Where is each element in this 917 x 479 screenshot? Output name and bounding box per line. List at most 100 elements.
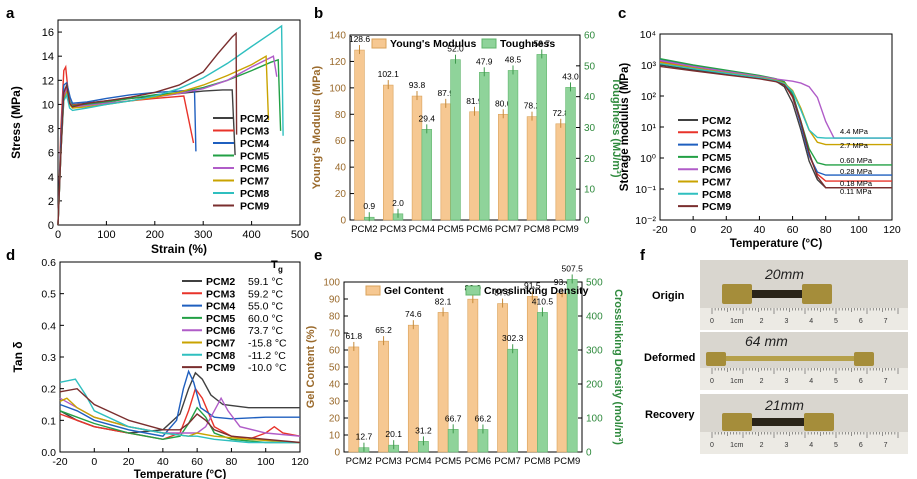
data-label: 93.8 bbox=[409, 80, 426, 90]
panel-label-e: e bbox=[314, 247, 322, 264]
value-annotation: 2.7 MPa bbox=[840, 141, 869, 150]
ruler-number: 0 bbox=[710, 318, 714, 325]
y-tick-label-left: 140 bbox=[329, 31, 346, 42]
bar-toughness bbox=[536, 54, 547, 221]
legend-swatch bbox=[465, 285, 481, 296]
legend-label: PCM9 bbox=[702, 201, 731, 213]
ruler-number: 5 bbox=[834, 378, 838, 385]
x-tick-label: PCM7 bbox=[494, 456, 520, 467]
data-label: 82.1 bbox=[435, 296, 452, 306]
ruler-number: 7 bbox=[884, 442, 888, 449]
ruler-number: 5 bbox=[834, 318, 838, 325]
ruler-number: 4 bbox=[809, 318, 813, 325]
y-tick-label: 0.5 bbox=[41, 289, 56, 301]
series-line-pcm9 bbox=[659, 65, 892, 189]
y-tick-label-left: 60 bbox=[329, 346, 341, 357]
data-label: 128.6 bbox=[349, 34, 371, 44]
y-tick-label-left: 20 bbox=[335, 189, 347, 200]
photo-label-origin: Origin bbox=[652, 290, 685, 302]
x-tick-label: PCM7 bbox=[495, 224, 521, 235]
y-tick-label: 6 bbox=[48, 148, 54, 160]
sample-grip-right bbox=[804, 413, 834, 431]
bar-crosslinking-density bbox=[507, 348, 519, 453]
sample-grip-left bbox=[706, 352, 726, 366]
bar-toughness bbox=[507, 70, 519, 221]
sample-grip-right bbox=[854, 352, 874, 366]
legend-tg-value: 59.2 °C bbox=[248, 288, 284, 300]
x-tick-label: 100 bbox=[850, 224, 868, 236]
x-tick-label: PCM9 bbox=[554, 456, 580, 467]
data-label: 65.2 bbox=[375, 325, 392, 335]
y-tick-label-left: 70 bbox=[329, 329, 341, 340]
y-axis-label: Stress (MPa) bbox=[9, 86, 23, 159]
y-tick-label-left: 100 bbox=[329, 83, 346, 94]
ruler-number: 1cm bbox=[730, 318, 743, 325]
ruler-number: 3 bbox=[784, 318, 788, 325]
data-label: 53.7 bbox=[533, 38, 550, 48]
x-tick-label: 300 bbox=[194, 229, 212, 241]
bar-young-s-modulus bbox=[555, 123, 566, 221]
sample-gauge bbox=[752, 418, 804, 426]
legend-tg-value: 55.0 °C bbox=[248, 301, 284, 313]
y-axis-label-right: Toughness (MJ/m³) bbox=[610, 77, 622, 177]
x-tick-label: 40 bbox=[157, 456, 169, 468]
y-tick-label-right: 400 bbox=[586, 312, 603, 323]
series-line-pcm4 bbox=[57, 81, 197, 226]
data-label: 52.0 bbox=[447, 44, 464, 54]
data-label: 43.0 bbox=[562, 71, 579, 81]
data-label: 80.0 bbox=[495, 98, 512, 108]
y-tick-label: 16 bbox=[42, 27, 54, 39]
data-label: 302.3 bbox=[502, 333, 524, 343]
series-line-pcm6 bbox=[659, 59, 892, 139]
panel-d-tan-delta: -20 0 20 40 60 80 100 120 0.0 0.1 0.2 0.3 0.4 0.5 0.6 T… bbox=[11, 257, 309, 479]
y-tick-label: 2 bbox=[48, 196, 54, 208]
photo-row-recovery: Recovery 21mm 0 1cm 2 3 4 5 6 7 bbox=[645, 394, 908, 454]
y-tick-label-right: 40 bbox=[584, 92, 596, 103]
sample-grip-left bbox=[722, 284, 752, 304]
x-tick-label: 20 bbox=[720, 224, 732, 236]
x-tick-label: 100 bbox=[97, 229, 115, 241]
x-tick-label: PCM4 bbox=[409, 224, 435, 235]
handwriting-label: 64 mm bbox=[745, 333, 788, 349]
panel-label-c: c bbox=[618, 5, 626, 22]
sample-grip-left bbox=[722, 413, 752, 431]
x-tick-label: 100 bbox=[257, 456, 275, 468]
bar-toughness bbox=[450, 59, 461, 221]
y-tick-label: 10⁻² bbox=[635, 215, 656, 227]
ruler-number: 3 bbox=[784, 442, 788, 449]
bar-gel-content bbox=[437, 312, 449, 453]
bar-toughness bbox=[421, 129, 432, 221]
data-label: 93.4 bbox=[554, 277, 571, 287]
y-tick-label: 10⁴ bbox=[640, 29, 656, 41]
ruler bbox=[700, 308, 908, 330]
y-tick-label: 10⁰ bbox=[640, 153, 656, 165]
bar-crosslinking-density bbox=[537, 312, 548, 453]
legend-label: PCM3 bbox=[240, 126, 269, 138]
sample-gauge bbox=[726, 356, 854, 361]
series-line-pcm8 bbox=[59, 378, 300, 444]
y-tick-label-left: 40 bbox=[329, 380, 341, 391]
y-tick-label-left: 40 bbox=[335, 163, 347, 174]
photo-label-recovery: Recovery bbox=[645, 409, 695, 421]
y-tick-label: 0.3 bbox=[41, 352, 56, 364]
y-tick-label-right: 0 bbox=[586, 448, 592, 459]
bar-young-s-modulus bbox=[526, 116, 538, 221]
data-label: 61.8 bbox=[346, 331, 363, 341]
value-annotation: 0.11 MPa bbox=[840, 187, 872, 196]
x-tick-label: -20 bbox=[52, 456, 67, 468]
series-line-pcm8 bbox=[57, 24, 284, 226]
x-axis-label: Temperature (°C) bbox=[730, 238, 823, 250]
ruler-number: 2 bbox=[760, 378, 764, 385]
legend-label: PCM8 bbox=[702, 189, 731, 201]
y-tick-label: 0 bbox=[48, 220, 54, 232]
x-tick-label: PCM6 bbox=[465, 456, 491, 467]
x-tick-label: 500 bbox=[291, 229, 309, 241]
ruler-number: 0 bbox=[710, 442, 714, 449]
photo-row-origin: Origin 20mm 0 1cm 2 3 4 5 6 7 bbox=[652, 260, 908, 330]
data-label: 410.5 bbox=[532, 296, 554, 306]
x-tick-label: 120 bbox=[883, 224, 901, 236]
x-tick-label: 200 bbox=[146, 229, 164, 241]
y-tick-label: 12 bbox=[42, 75, 54, 87]
y-tick-label-right: 50 bbox=[584, 61, 596, 72]
legend-tg-value: 59.1 °C bbox=[248, 276, 284, 288]
